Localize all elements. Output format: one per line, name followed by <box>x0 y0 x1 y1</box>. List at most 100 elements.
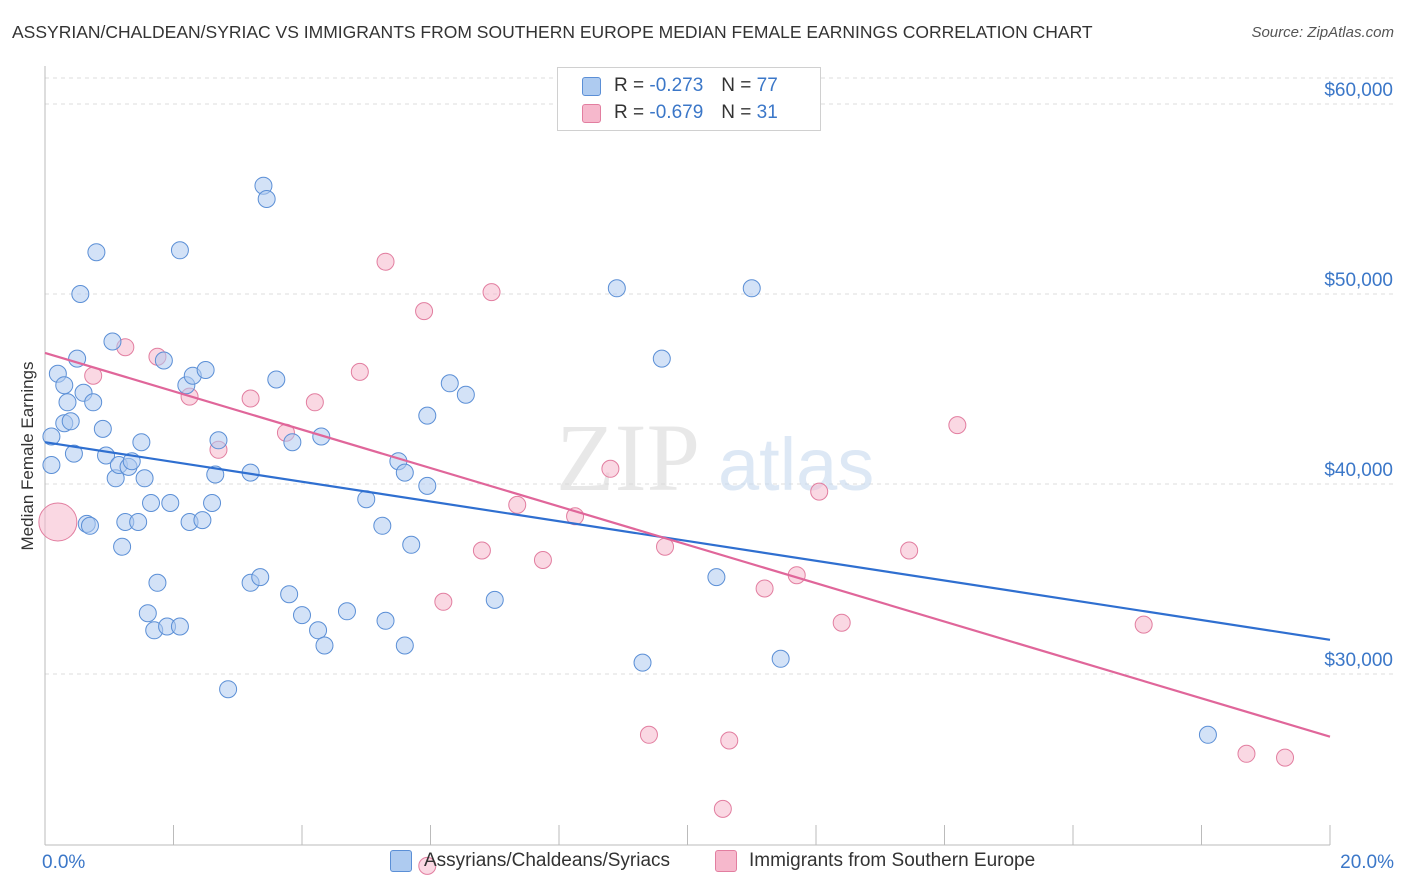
data-point-assyrians <box>161 494 180 512</box>
data-point-southern-europe <box>38 502 78 542</box>
data-point-assyrians <box>132 433 151 452</box>
data-point-assyrians <box>257 190 276 208</box>
data-point-assyrians <box>652 349 671 368</box>
legend-row-assyrians: R = -0.273 N = 77 <box>582 73 778 99</box>
data-point-assyrians <box>154 351 173 370</box>
data-point-assyrians <box>219 680 238 699</box>
y-axis-label: Median Female Earnings <box>18 362 37 551</box>
data-point-assyrians <box>633 653 652 672</box>
legend-r-label: R = <box>614 102 645 123</box>
legend-r-value: -0.273 <box>649 75 704 96</box>
data-point-southern-europe <box>472 541 491 560</box>
data-point-assyrians <box>376 611 395 630</box>
data-point-assyrians <box>283 433 302 452</box>
y-tick-label: $30,000 <box>1324 650 1393 671</box>
data-point-assyrians <box>71 285 90 303</box>
data-point-assyrians <box>440 374 459 393</box>
data-point-southern-europe <box>241 389 260 408</box>
data-point-assyrians <box>138 604 157 623</box>
data-point-southern-europe <box>415 302 434 321</box>
data-point-assyrians <box>42 427 61 446</box>
legend-swatch-southern-europe <box>582 103 601 123</box>
data-point-southern-europe <box>810 482 829 501</box>
watermark-atlas: atlas <box>718 423 874 506</box>
data-point-assyrians <box>87 243 106 262</box>
chart-title: ASSYRIAN/CHALDEAN/SYRIAC VS IMMIGRANTS F… <box>12 22 1093 42</box>
x-tick-label-max: 20.0% <box>1340 852 1394 873</box>
data-point-assyrians <box>402 535 421 554</box>
data-point-southern-europe <box>376 252 395 271</box>
data-point-assyrians <box>196 361 215 379</box>
data-point-assyrians <box>113 537 132 556</box>
bottom-legend-swatch-southern-europe <box>715 850 737 872</box>
data-point-assyrians <box>742 279 761 298</box>
legend-n-value: 77 <box>756 75 778 96</box>
data-point-southern-europe <box>1276 748 1295 767</box>
data-point-assyrians <box>456 385 475 404</box>
data-point-assyrians <box>373 516 392 535</box>
data-point-assyrians <box>129 513 148 531</box>
data-point-southern-europe <box>305 393 324 412</box>
data-point-assyrians <box>251 568 270 587</box>
legend-swatch-assyrians <box>582 76 601 96</box>
data-point-assyrians <box>80 516 99 535</box>
data-point-assyrians <box>771 649 790 668</box>
data-point-southern-europe <box>713 799 732 818</box>
data-point-assyrians <box>395 636 414 655</box>
legend-row-southern-europe: R = -0.679 N = 31 <box>582 100 778 126</box>
data-point-assyrians <box>267 370 286 389</box>
y-tick-label: $60,000 <box>1324 80 1393 101</box>
data-point-southern-europe <box>900 541 919 560</box>
series-immigrants-southern-europe-points <box>38 252 1295 875</box>
data-point-southern-europe <box>1134 615 1153 634</box>
data-point-southern-europe <box>601 459 620 478</box>
data-point-southern-europe <box>418 856 437 875</box>
source-credit: Source: ZipAtlas.com <box>1251 24 1394 41</box>
data-point-assyrians <box>707 568 726 587</box>
data-point-assyrians <box>206 465 225 484</box>
x-tick-label-min: 0.0% <box>42 852 86 873</box>
data-point-southern-europe <box>434 592 453 611</box>
data-point-assyrians <box>93 419 112 438</box>
watermark: ZIP atlas <box>556 404 874 511</box>
trend-lines <box>44 351 1331 738</box>
data-point-assyrians <box>280 585 299 604</box>
data-point-assyrians <box>418 406 437 425</box>
data-point-assyrians <box>58 393 77 412</box>
legend-n-value: 31 <box>756 102 778 123</box>
data-point-assyrians <box>485 590 504 609</box>
data-point-assyrians <box>1198 725 1217 744</box>
data-point-southern-europe <box>482 283 501 302</box>
data-point-assyrians <box>337 602 356 621</box>
legend-n-label: N = <box>721 102 752 123</box>
data-point-assyrians <box>61 412 80 431</box>
data-point-southern-europe <box>533 551 552 569</box>
bottom-legend-label-assyrians: Assyrians/Chaldeans/Syriacs <box>424 850 671 871</box>
legend-r-value: -0.679 <box>649 102 704 123</box>
data-point-assyrians <box>418 476 437 495</box>
data-point-assyrians <box>148 573 167 592</box>
trend-line-assyrians <box>44 441 1331 641</box>
data-point-assyrians <box>315 636 334 655</box>
data-point-assyrians <box>142 494 161 512</box>
data-point-assyrians <box>395 463 414 482</box>
data-point-assyrians <box>170 241 189 260</box>
data-point-assyrians <box>42 456 61 474</box>
data-point-assyrians <box>309 621 328 640</box>
correlation-legend: R = -0.273 N = 77 R = -0.679 N = 31 <box>557 67 821 131</box>
data-point-assyrians <box>607 279 626 298</box>
watermark-zip: ZIP <box>556 404 700 511</box>
series-assyrians-points <box>42 176 1217 744</box>
data-point-southern-europe <box>948 416 967 435</box>
y-tick-label: $40,000 <box>1324 460 1393 481</box>
bottom-legend-southern-europe: Immigrants from Southern Europe <box>715 850 1035 872</box>
bottom-legend-swatch-assyrians <box>390 850 412 872</box>
data-point-assyrians <box>103 332 122 351</box>
data-point-assyrians <box>170 617 189 636</box>
bottom-legend-label-southern-europe: Immigrants from Southern Europe <box>749 850 1036 871</box>
y-tick-label: $50,000 <box>1324 270 1393 291</box>
data-point-southern-europe <box>350 362 369 381</box>
legend-n-label: N = <box>721 75 752 96</box>
data-point-assyrians <box>84 393 103 412</box>
